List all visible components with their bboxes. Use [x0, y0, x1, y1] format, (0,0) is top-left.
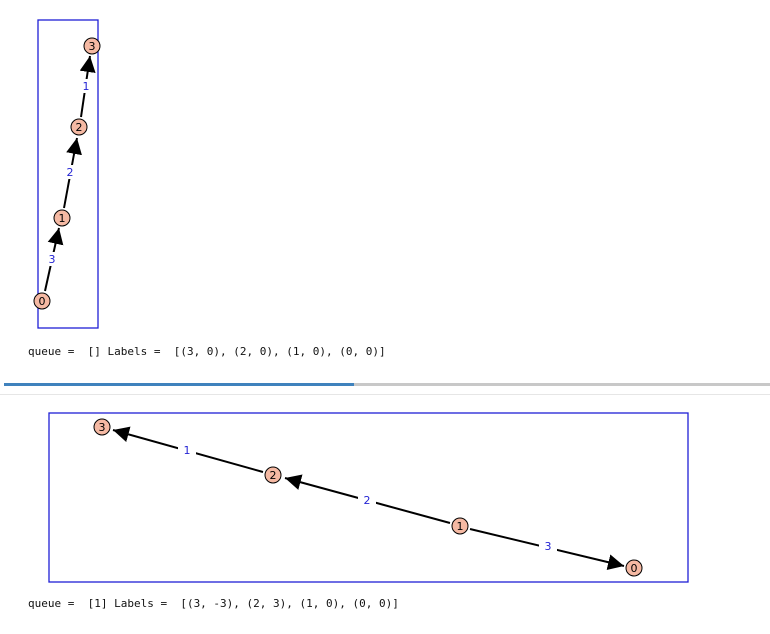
- graph1-node-2: 2: [70, 118, 88, 136]
- graph-frame-2: [48, 412, 689, 583]
- graph2-edge-label-2-3: 1: [184, 444, 191, 457]
- output-text-2: queue = [1] Labels = [(3, -3), (2, 3), (…: [28, 597, 399, 610]
- graph1-edge-label-2-3: 1: [83, 80, 90, 93]
- svg-text:0: 0: [631, 562, 638, 575]
- graph-frame-1: [37, 19, 99, 329]
- progress-bar: [4, 383, 770, 386]
- graph1-node-3: 3: [83, 37, 101, 55]
- graph1-node-0: 0: [33, 292, 51, 310]
- graph2-edge-label-1-2: 2: [364, 494, 371, 507]
- svg-text:3: 3: [99, 421, 106, 434]
- svg-text:2: 2: [76, 121, 83, 134]
- cell-divider: [0, 394, 770, 395]
- svg-text:1: 1: [59, 212, 66, 225]
- svg-text:3: 3: [89, 40, 96, 53]
- progress-fill: [4, 383, 355, 386]
- graph2-node-2: 2: [264, 466, 282, 484]
- graph2-edge-label-1-0: 3: [545, 540, 552, 553]
- svg-text:1: 1: [457, 520, 464, 533]
- output-text-1: queue = [] Labels = [(3, 0), (2, 0), (1,…: [28, 345, 386, 358]
- graph1-edge-label-1-2: 2: [67, 166, 74, 179]
- graph2-node-0: 0: [625, 559, 643, 577]
- graph1-node-1: 1: [53, 209, 71, 227]
- graph1-edge-label-0-1: 3: [49, 253, 56, 266]
- svg-text:2: 2: [270, 469, 277, 482]
- graph2-node-3: 3: [93, 418, 111, 436]
- graph2-node-1: 1: [451, 517, 469, 535]
- svg-text:0: 0: [39, 295, 46, 308]
